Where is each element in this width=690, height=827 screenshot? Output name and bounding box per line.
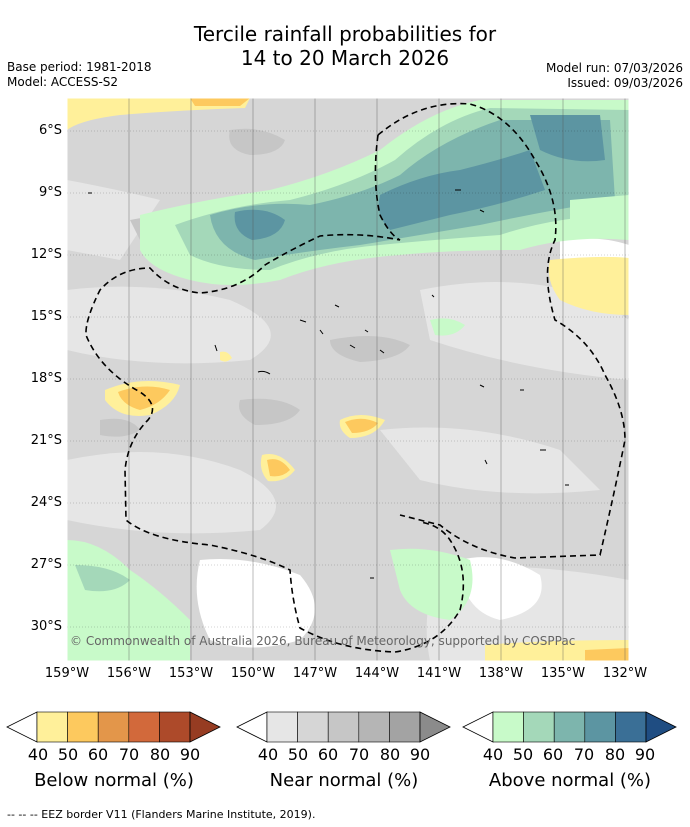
issued-label: Issued: 09/03/2026: [567, 76, 683, 90]
legend-tick: 70: [573, 745, 595, 764]
legend-tick: 70: [348, 745, 370, 764]
lat-label: 21°S: [30, 433, 62, 448]
lon-label: 135°W: [540, 666, 586, 681]
legend-tick: 80: [149, 745, 171, 764]
legend-tick: 50: [512, 745, 534, 764]
eez-footnote: -- -- -- EEZ border V11 (Flanders Marine…: [7, 808, 316, 821]
colorbar-segment: [492, 711, 524, 743]
map-meridians: [128, 98, 626, 661]
legend-tick: 50: [287, 745, 309, 764]
legend-tick: 80: [604, 745, 626, 764]
lon-label: 132°W: [602, 666, 648, 681]
colorbar-segment: [97, 711, 130, 743]
colorbar-near: [236, 711, 451, 743]
lon-label: 141°W: [416, 666, 462, 681]
legend-tick: 60: [542, 745, 564, 764]
lat-label: 18°S: [30, 371, 62, 386]
map-gridlines: [67, 130, 629, 628]
colorbar-extend-high: [189, 711, 221, 743]
legend-tick: 40: [257, 745, 279, 764]
colorbar-segment: [615, 711, 647, 743]
legend-tick: 60: [87, 745, 109, 764]
colorbar-above: [462, 711, 677, 743]
map-frame: [66, 97, 630, 662]
lon-label: 138°W: [478, 666, 524, 681]
colorbar-extend-low: [6, 711, 38, 743]
colorbar-below: [6, 711, 221, 743]
legend-caption: Above normal (%): [488, 770, 652, 791]
legend-tick: 40: [27, 745, 49, 764]
map-title: Tercile rainfall probabilities for 14 to…: [0, 22, 690, 70]
model-label: Model: ACCESS-S2: [7, 75, 119, 89]
colorbar-segment: [159, 711, 191, 743]
base-period-label: Base period: 1981-2018: [7, 60, 152, 74]
legend-tick: 90: [634, 745, 656, 764]
colorbar-segment: [389, 711, 421, 743]
legend-caption: Near normal (%): [269, 770, 419, 791]
legend-tick: 70: [118, 745, 140, 764]
lon-label: 156°W: [106, 666, 152, 681]
lon-label: 150°W: [230, 666, 276, 681]
colorbar-segment: [584, 711, 616, 743]
lon-label: 159°W: [44, 666, 90, 681]
meta-right: Model run: 07/03/2026 Issued: 09/03/2026: [546, 61, 683, 91]
island-markers: [88, 189, 569, 579]
colorbar-segment: [553, 711, 586, 743]
legend-tick: 90: [179, 745, 201, 764]
legend-near-normal: 40 50 60 70 80 90 Near normal (%): [236, 710, 452, 791]
lat-label: 27°S: [30, 557, 62, 572]
lat-label: 24°S: [30, 495, 62, 510]
legend-tick: 80: [379, 745, 401, 764]
model-run-label: Model run: 07/03/2026: [545, 61, 683, 75]
colorbar-segment: [36, 711, 68, 743]
colorbar-segment: [67, 711, 99, 743]
lat-label: 6°S: [38, 123, 62, 138]
lon-label: 147°W: [292, 666, 338, 681]
lat-label: 30°S: [30, 619, 62, 634]
legend-above-normal: 40 50 60 70 80 90 Above normal (%): [462, 710, 678, 791]
colorbar-segment: [297, 711, 329, 743]
lat-label: 9°S: [38, 185, 62, 200]
title-line-1: Tercile rainfall probabilities for: [193, 22, 497, 46]
colorbar-segment: [327, 711, 360, 743]
colorbar-extend-low: [462, 711, 494, 743]
meta-left: Base period: 1981-2018 Model: ACCESS-S2: [7, 60, 152, 90]
lon-label: 153°W: [168, 666, 214, 681]
colorbar-segment: [523, 711, 555, 743]
lon-label: 144°W: [354, 666, 400, 681]
legend-tick: 50: [57, 745, 79, 764]
title-line-2: 14 to 20 March 2026: [240, 46, 450, 70]
colorbar-segment: [266, 711, 298, 743]
map-fill: [67, 98, 629, 661]
eez-border-lines: [85, 102, 626, 653]
colorbar-extend-low: [236, 711, 268, 743]
colorbar-extend-high: [645, 711, 677, 743]
copyright-notice: © Commonwealth of Australia 2026, Bureau…: [70, 634, 576, 648]
lat-label: 15°S: [30, 309, 62, 324]
legend-tick: 60: [317, 745, 339, 764]
legend-caption: Below normal (%): [34, 770, 194, 791]
lat-label: 12°S: [30, 247, 62, 262]
colorbar-segment: [358, 711, 390, 743]
legend-tick: 40: [482, 745, 504, 764]
colorbar-extend-high: [419, 711, 451, 743]
legend-below-normal: 40 50 60 70 80 90 Below normal (%): [6, 710, 222, 791]
colorbar-segment: [128, 711, 160, 743]
legend-tick: 90: [409, 745, 431, 764]
